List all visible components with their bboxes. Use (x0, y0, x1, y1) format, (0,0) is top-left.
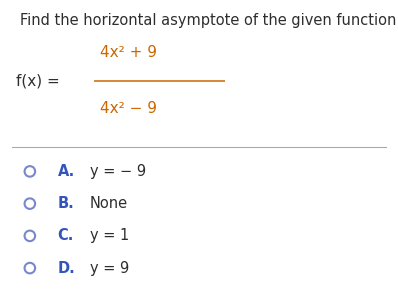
Text: 4x² − 9: 4x² − 9 (100, 101, 156, 116)
Text: f(x) =: f(x) = (16, 73, 60, 88)
Text: 4x² + 9: 4x² + 9 (100, 45, 156, 60)
Text: None: None (90, 196, 128, 211)
Text: y = 1: y = 1 (90, 228, 129, 243)
Text: y = 9: y = 9 (90, 260, 129, 276)
Text: B.: B. (58, 196, 74, 211)
Text: A.: A. (58, 164, 75, 179)
Text: y = − 9: y = − 9 (90, 164, 146, 179)
Text: Find the horizontal asymptote of the given function.: Find the horizontal asymptote of the giv… (20, 13, 398, 28)
Text: C.: C. (58, 228, 74, 243)
Text: D.: D. (58, 260, 76, 276)
